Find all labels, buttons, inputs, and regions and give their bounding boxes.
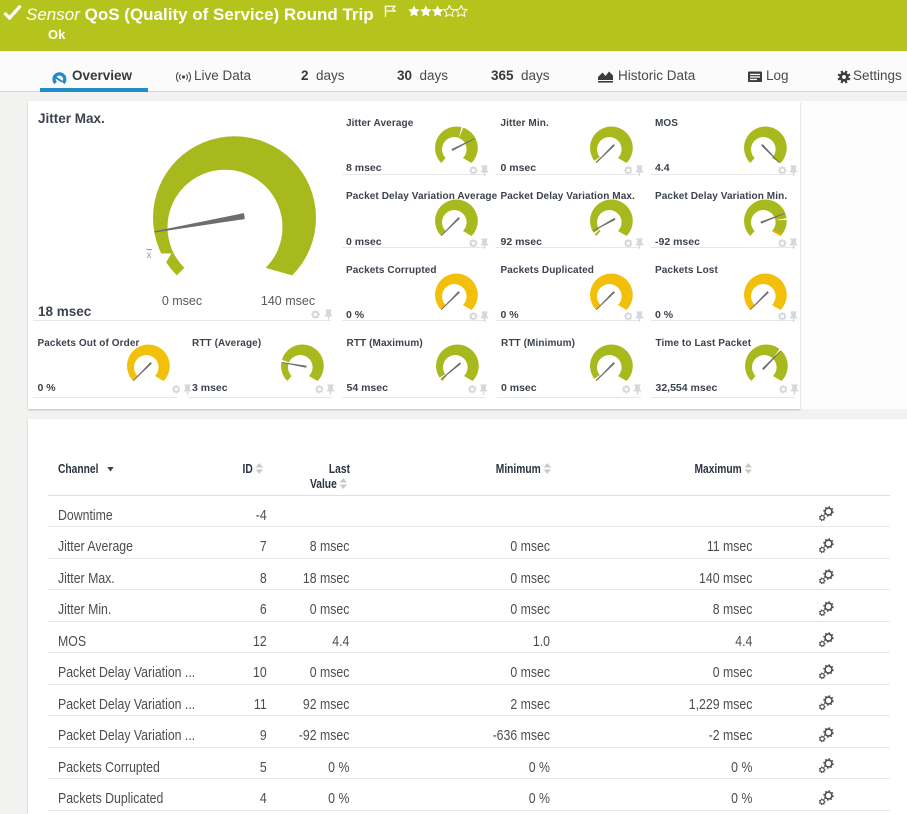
svg-text:x: x xyxy=(147,250,152,261)
